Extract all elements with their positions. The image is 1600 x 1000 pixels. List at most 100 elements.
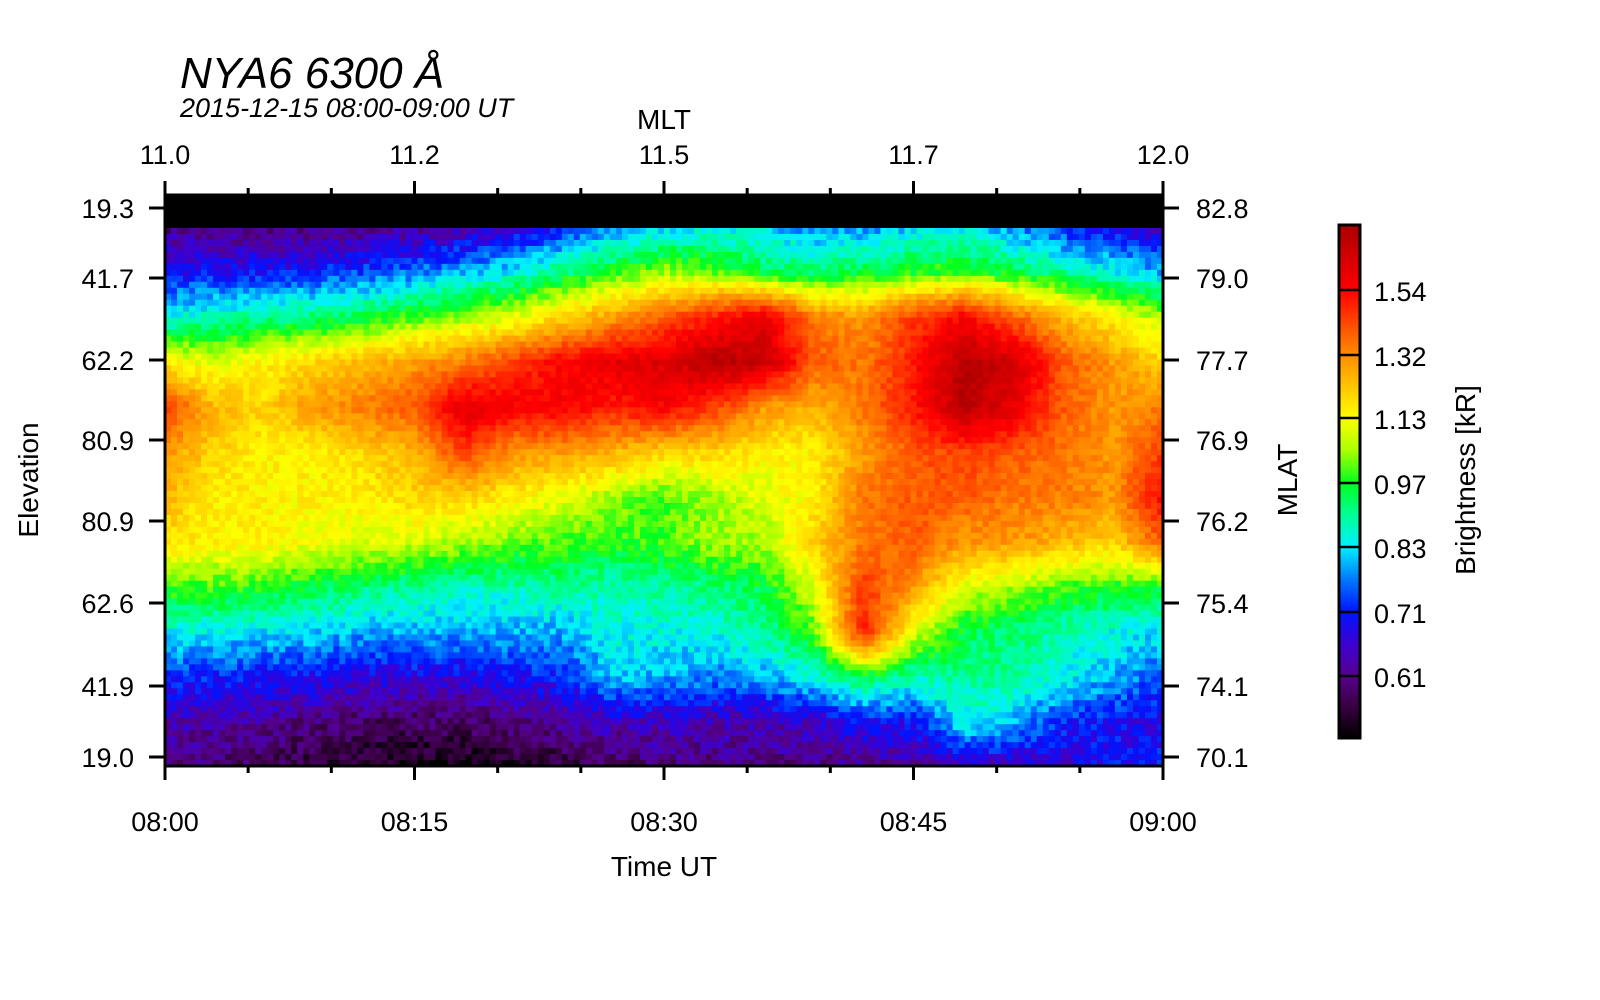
heatmap-cell xyxy=(964,305,972,313)
heatmap-cell xyxy=(489,365,497,373)
heatmap-cell xyxy=(1048,311,1056,319)
heatmap-cell xyxy=(465,365,473,373)
heatmap-cell xyxy=(459,275,467,283)
heatmap-cell xyxy=(1120,305,1128,313)
heatmap-cell xyxy=(868,371,876,379)
heatmap-cell xyxy=(994,275,1002,283)
heatmap-cell xyxy=(1042,311,1050,319)
heatmap-cell xyxy=(832,245,839,253)
heatmap-cell xyxy=(700,395,707,402)
heatmap-cell xyxy=(778,359,785,367)
heatmap-cell xyxy=(429,341,437,349)
heatmap-cell xyxy=(802,353,809,361)
heatmap-cell xyxy=(1048,329,1056,337)
heatmap-cell xyxy=(387,401,395,408)
heatmap-cell xyxy=(225,335,232,343)
heatmap-cell xyxy=(567,293,575,301)
heatmap-cell xyxy=(237,347,244,355)
heatmap-cell xyxy=(219,359,226,367)
heatmap-cell xyxy=(988,245,996,253)
heatmap-cell xyxy=(664,233,671,241)
heatmap-cell xyxy=(748,281,755,289)
heatmap-cell xyxy=(1036,245,1044,253)
heatmap-cell xyxy=(844,323,851,331)
heatmap-cell xyxy=(754,317,761,325)
heatmap-cell xyxy=(291,293,298,301)
heatmap-cell xyxy=(507,263,515,271)
heatmap-cell xyxy=(375,341,383,349)
heatmap-cell xyxy=(639,299,647,307)
heatmap-cell xyxy=(1048,299,1056,307)
heatmap-cell xyxy=(369,371,377,379)
heatmap-cell xyxy=(880,293,888,301)
heatmap-cell xyxy=(267,383,274,390)
heatmap-cell xyxy=(778,263,785,271)
heatmap-cell xyxy=(814,228,821,235)
heatmap-cell xyxy=(537,335,545,343)
heatmap-cell xyxy=(561,299,569,307)
heatmap-cell xyxy=(489,341,497,349)
heatmap-cell xyxy=(441,329,449,337)
heatmap-cell xyxy=(898,383,906,390)
heatmap-cell xyxy=(393,228,401,235)
heatmap-cell xyxy=(970,323,978,331)
heatmap-cell xyxy=(802,239,809,247)
heatmap-cell xyxy=(561,287,569,295)
heatmap-cell xyxy=(345,317,352,325)
heatmap-cell xyxy=(357,317,364,325)
heatmap-cell xyxy=(964,395,972,402)
heatmap-cell xyxy=(609,347,617,355)
heatmap-cell xyxy=(676,365,683,373)
heatmap-cell xyxy=(850,311,857,319)
heatmap-cell xyxy=(1108,353,1116,361)
heatmap-cell xyxy=(904,395,912,402)
heatmap-cell xyxy=(453,341,461,349)
heatmap-cell xyxy=(682,287,689,295)
heatmap-cell xyxy=(946,311,954,319)
heatmap-cell xyxy=(916,281,924,289)
heatmap-cell xyxy=(988,287,996,295)
heatmap-cell xyxy=(1030,245,1038,253)
heatmap-cell xyxy=(790,269,797,277)
heatmap-cell xyxy=(603,347,611,355)
heatmap-cell xyxy=(982,359,990,367)
heatmap-cell xyxy=(868,275,876,283)
heatmap-cell xyxy=(1042,293,1050,301)
heatmap-cell xyxy=(537,275,545,283)
heatmap-cell xyxy=(892,377,900,385)
heatmap-cell xyxy=(309,299,316,307)
heatmap-cell xyxy=(531,317,539,325)
heatmap-cell xyxy=(309,245,316,253)
heatmap-cell xyxy=(543,233,551,241)
heatmap-cell xyxy=(459,239,467,247)
heatmap-cell xyxy=(555,257,563,265)
heatmap-cell xyxy=(862,341,870,349)
heatmap-cell xyxy=(1132,245,1140,253)
heatmap-cell xyxy=(435,311,443,319)
heatmap-cell xyxy=(333,383,340,390)
heatmap-cell xyxy=(357,275,364,283)
heatmap-cell xyxy=(237,329,244,337)
heatmap-cell xyxy=(489,389,497,396)
heatmap-cell xyxy=(195,383,202,390)
heatmap-cell xyxy=(549,359,557,367)
heatmap-cell xyxy=(477,299,485,307)
heatmap-cell xyxy=(1054,257,1062,265)
heatmap-cell xyxy=(309,275,316,283)
heatmap-cell xyxy=(1126,341,1134,349)
heatmap-cell xyxy=(880,353,888,361)
heatmap-cell xyxy=(892,317,900,325)
heatmap-cell xyxy=(447,329,455,337)
heatmap-cell xyxy=(291,323,298,331)
heatmap-cell xyxy=(844,401,851,408)
heatmap-cell xyxy=(255,365,262,373)
heatmap-cell xyxy=(784,353,791,361)
heatmap-cell xyxy=(441,317,449,325)
heatmap-cell xyxy=(303,269,310,277)
heatmap-cell xyxy=(387,329,395,337)
heatmap-cell xyxy=(928,305,936,313)
heatmap-cell xyxy=(886,239,894,247)
heatmap-cell xyxy=(267,395,274,402)
heatmap-cell xyxy=(754,329,761,337)
heatmap-cell xyxy=(177,275,184,283)
